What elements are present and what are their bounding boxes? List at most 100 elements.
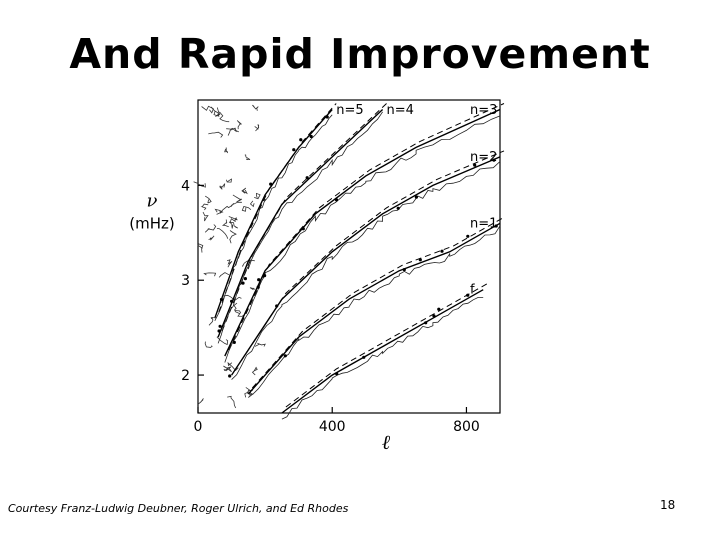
noise-contour <box>200 203 209 211</box>
noise-contour <box>223 366 232 373</box>
noise-contour <box>226 259 233 268</box>
noise-contour <box>208 317 214 326</box>
x-tick-label: 0 <box>194 419 203 435</box>
noise-contour <box>218 272 230 278</box>
data-dot <box>257 278 261 282</box>
y-axis-symbol: ν <box>147 190 158 211</box>
data-dot <box>362 355 366 359</box>
data-dot <box>494 224 498 228</box>
x-axis-label: ℓ <box>382 430 391 454</box>
data-dot <box>219 297 224 302</box>
noise-contour <box>197 243 204 253</box>
ridge-line-n=5 <box>214 109 333 319</box>
chart-svg: f n=1 n=2 n=3 n=4 n=5 2 3 4 0 400 800 ν (mHz) ℓ <box>129 99 505 454</box>
ridge-contour-n=4 <box>217 111 383 344</box>
ridge-line-n=1 <box>247 222 501 395</box>
ridge-contour-n=1 <box>248 225 501 398</box>
noise-contour <box>254 342 266 347</box>
data-dot <box>440 249 444 253</box>
series-label-n=4: n=4 <box>387 103 414 118</box>
data-dot <box>432 314 436 318</box>
data-dot <box>256 285 260 289</box>
noise-contour <box>226 127 239 133</box>
noise-contour <box>202 211 209 222</box>
noise-contour <box>219 111 230 123</box>
noise-contour <box>224 147 228 154</box>
data-dot <box>396 206 400 210</box>
data-dot <box>228 374 232 378</box>
noise-contour <box>254 124 260 132</box>
noise-contour <box>204 195 212 204</box>
data-dot <box>241 281 245 285</box>
data-dot <box>334 198 339 202</box>
y-tick-label: 3 <box>181 273 190 289</box>
noise-contour <box>244 391 254 398</box>
y-tick-label: 4 <box>181 178 190 194</box>
noise-contour <box>230 201 242 207</box>
ridge-line-n=4 <box>217 108 384 338</box>
noise-contour <box>249 287 256 291</box>
x-tick-label: 800 <box>453 419 480 435</box>
data-dot <box>301 227 305 231</box>
noise-contour <box>228 221 239 229</box>
data-dot <box>473 163 477 167</box>
noise-contour <box>201 105 214 114</box>
slide-title: And Rapid Improvement <box>69 30 651 78</box>
page-number: 18 <box>660 498 676 512</box>
data-dot <box>424 321 428 325</box>
noise-contour <box>227 395 237 409</box>
noise-contour <box>204 224 217 233</box>
data-dot <box>292 148 296 152</box>
image-credit: Courtesy Franz-Ludwig Deubner, Roger Ulr… <box>8 502 349 515</box>
noise-contour <box>227 127 237 136</box>
ridge-line-f <box>281 289 484 414</box>
noise-contour <box>254 192 261 200</box>
ridge-dashed-n=3 <box>228 103 505 351</box>
data-dot <box>437 307 441 311</box>
noise-contour <box>219 183 226 190</box>
data-dot <box>230 299 234 303</box>
data-dot <box>263 274 267 278</box>
noise-contour <box>244 154 251 161</box>
noise-contour <box>249 200 255 208</box>
data-dot <box>232 340 236 344</box>
ridge-contour-n=5 <box>214 114 333 321</box>
noise-contour <box>241 187 248 195</box>
noise-contour <box>216 336 229 346</box>
series-label-n=3: n=3 <box>470 103 497 118</box>
ridge-contour-n=3 <box>224 115 501 363</box>
series-label-n=2: n=2 <box>470 150 497 165</box>
noise-contour <box>197 398 204 405</box>
noise-contour <box>208 131 224 138</box>
y-tick-label: 2 <box>181 368 190 384</box>
noise-contour <box>236 120 242 130</box>
noise-contour <box>208 235 215 241</box>
data-dot <box>325 115 329 119</box>
ridge-dashed-n=1 <box>251 216 505 389</box>
noise-contour <box>193 181 206 188</box>
noise-contour <box>222 294 242 301</box>
noise-contour <box>241 259 255 267</box>
noise-contour <box>210 106 220 117</box>
noise-contour <box>229 230 237 244</box>
data-dot <box>283 354 287 358</box>
ridge-dashed-n=2 <box>235 150 505 370</box>
ridge-line-n=3 <box>224 108 501 357</box>
ridge-contour-f <box>281 297 484 420</box>
data-dot <box>275 304 279 308</box>
noise-contour <box>234 310 246 317</box>
ridge-dashed-n=4 <box>221 103 387 332</box>
data-dot <box>217 329 221 333</box>
noise-contour <box>228 216 238 222</box>
noise-contour <box>232 194 243 203</box>
data-dot <box>218 324 222 328</box>
ridge-line-n=2 <box>231 156 501 376</box>
noise-contour <box>241 206 252 212</box>
series-label-f: f <box>470 283 475 298</box>
data-dot <box>243 277 247 281</box>
ridge-dashed-f <box>285 283 488 408</box>
data-dot <box>305 176 309 180</box>
series-label-n=1: n=1 <box>470 216 497 231</box>
noise-contour <box>204 341 213 348</box>
